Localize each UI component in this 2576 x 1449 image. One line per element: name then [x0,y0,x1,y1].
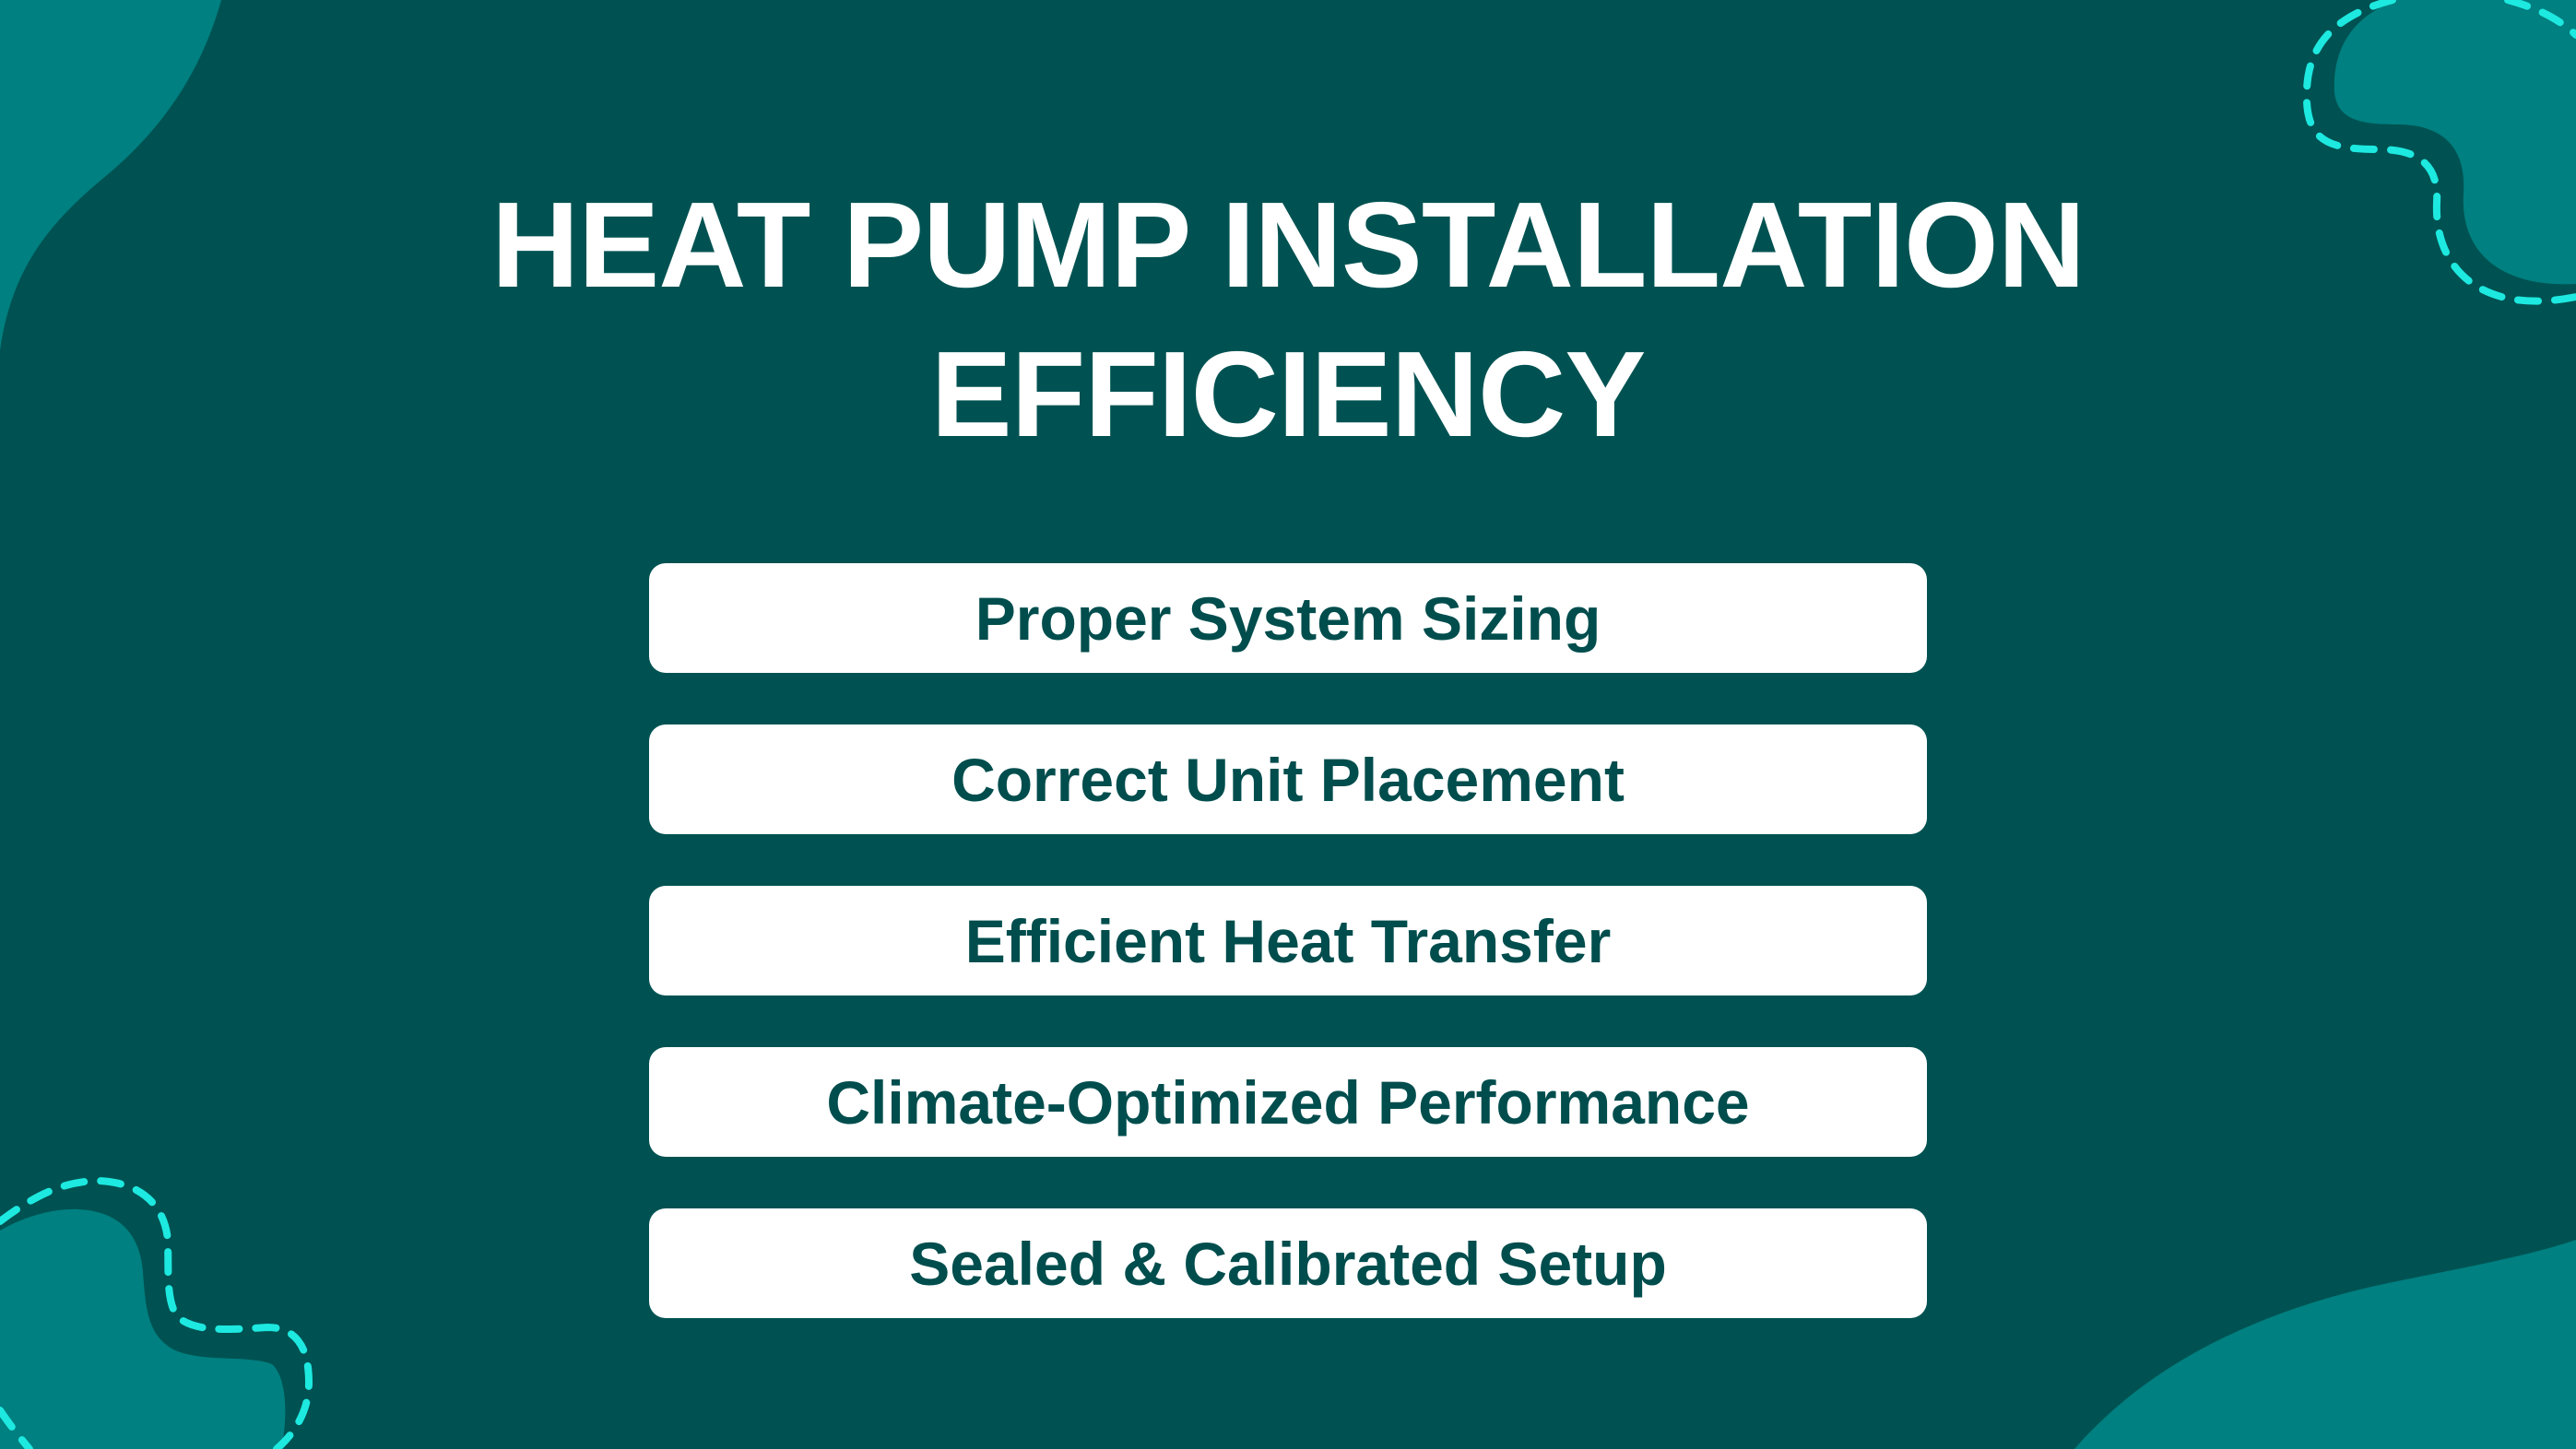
top-right-dashed-outline [2302,0,2576,305]
bottom-left-dashed-lower [0,1407,33,1449]
bottom-left-blob [0,1208,286,1449]
bottom-right-blob [2074,1240,2576,1449]
efficiency-factor-list: Proper System Sizing Correct Unit Placem… [649,563,1927,1370]
list-item-proper-system-sizing: Proper System Sizing [649,563,1927,673]
top-right-dashed-top [2504,0,2576,39]
top-left-blob [0,0,221,350]
list-item-correct-unit-placement: Correct Unit Placement [649,724,1927,834]
list-item-sealed-calibrated-setup: Sealed & Calibrated Setup [649,1208,1927,1318]
bottom-left-dashed-outline [0,1176,313,1449]
page-title-line-1: HEAT PUMP INSTALLATION [490,177,2086,312]
page-title-line-2: EFFICIENCY [930,326,1647,462]
list-item-efficient-heat-transfer: Efficient Heat Transfer [649,886,1927,995]
list-item-climate-optimized-performance: Climate-Optimized Performance [649,1047,1927,1157]
top-right-blob [2334,0,2576,285]
